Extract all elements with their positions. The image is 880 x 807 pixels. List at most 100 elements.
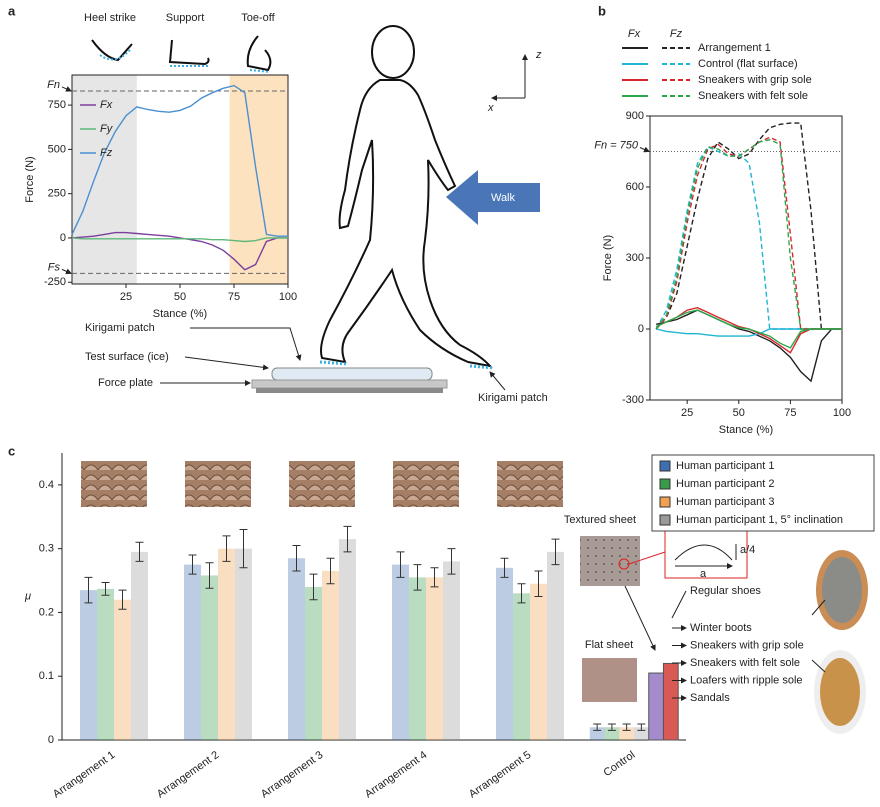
reference-arrow [61, 86, 72, 92]
bar [97, 588, 114, 740]
error-bar [205, 562, 214, 589]
series-line [655, 122, 842, 330]
series-line [655, 136, 842, 330]
y-tick-label: 750 [48, 99, 66, 111]
y-axis-label: μ [24, 590, 31, 602]
legend-label: Control (flat surface) [698, 58, 798, 70]
series-line [656, 309, 842, 383]
bar [218, 548, 235, 740]
panel-letter: b [598, 3, 606, 18]
y-tick-label: 900 [626, 110, 644, 122]
coord-axes [491, 54, 528, 101]
error-bar [309, 573, 318, 601]
y-tick-label: 0.2 [39, 606, 54, 618]
x-tick-label: 25 [120, 291, 132, 303]
reference-label: Fn [47, 79, 60, 91]
sample-photo [81, 461, 147, 507]
error-bar [517, 583, 526, 604]
x-tick-label: Arrangement 2 [155, 749, 221, 801]
legend-label: Human participant 3 [676, 496, 774, 508]
y-tick-label: -250 [44, 276, 66, 288]
diagram-label: Test surface (ice) [85, 351, 169, 363]
bar [496, 567, 513, 740]
sample-photo [289, 461, 355, 507]
error-bar [500, 557, 509, 578]
legend-header: Fx [628, 28, 641, 40]
error-bar [343, 525, 352, 553]
error-bar [413, 564, 422, 591]
error-bar [534, 570, 543, 597]
diagram-label: Force plate [98, 377, 153, 389]
x-axis-label: Stance (%) [153, 308, 207, 320]
inset-label: Flat sheet [585, 639, 633, 651]
error-bar [447, 548, 456, 575]
axis-letter: x [487, 102, 494, 114]
error-bar [607, 723, 616, 731]
error-bar [84, 576, 93, 604]
legend-label: Fx [100, 99, 113, 111]
x-tick-label: 100 [279, 291, 297, 303]
y-tick-label: 0 [60, 232, 66, 244]
error-bar [326, 557, 335, 585]
bar [426, 577, 443, 740]
inset-label: a/4 [740, 544, 755, 556]
annotation: Sandals [690, 692, 730, 704]
legend-swatch [659, 514, 671, 526]
annotation-leader [671, 590, 687, 619]
y-tick-label: 500 [48, 143, 66, 155]
y-tick-label: 250 [48, 188, 66, 200]
error-bar [222, 535, 231, 562]
panel-letter: c [8, 443, 15, 458]
error-bar [551, 538, 560, 566]
walker [251, 25, 495, 393]
foot-sketches [91, 35, 272, 73]
inset-label: Textured sheet [564, 514, 636, 526]
error-bar [292, 544, 301, 572]
diagram-label: Kirigami patch [85, 322, 155, 334]
annotation: Sneakers with grip sole [690, 639, 804, 651]
reference-arrow [639, 146, 650, 153]
bar [80, 590, 97, 740]
x-tick-label: 75 [228, 291, 240, 303]
error-bar [101, 581, 110, 596]
series-line [656, 328, 842, 337]
series-line [71, 231, 288, 271]
legend-swatch [659, 478, 671, 490]
shaded-span [72, 75, 137, 284]
x-tick-label: Control [601, 749, 637, 779]
y-tick-label: 0 [48, 734, 54, 746]
legend-swatch [659, 460, 671, 472]
series-line [71, 237, 288, 243]
reference-label: Fn = 750 [594, 139, 639, 151]
legend-box [651, 454, 875, 532]
bar [392, 564, 409, 740]
legend-swatch [659, 496, 671, 508]
sample-photo [497, 461, 563, 507]
walk-arrow [446, 170, 540, 225]
axis-letter: z [535, 49, 542, 61]
series-line [655, 138, 842, 330]
x-axis-label: Stance (%) [719, 424, 773, 436]
bar [322, 570, 339, 740]
y-tick-label: 300 [626, 252, 644, 264]
legend-label: Sneakers with grip sole [698, 74, 812, 86]
error-bar [622, 723, 631, 731]
error-bar [188, 554, 197, 575]
phase-label: Heel strike [84, 12, 136, 24]
series-line [71, 84, 288, 237]
error-bar [637, 723, 646, 731]
x-tick-label: Arrangement 4 [363, 749, 429, 801]
annotation: Sneakers with felt sole [690, 657, 800, 669]
y-tick-label: 600 [626, 181, 644, 193]
sample-photo [393, 461, 459, 507]
x-tick-label: 25 [681, 407, 693, 419]
x-tick-label: Arrangement 3 [259, 749, 325, 801]
label-leaders [160, 327, 506, 391]
bar [305, 586, 322, 740]
error-bar [430, 567, 439, 588]
bar [131, 551, 148, 740]
x-tick-label: 50 [733, 407, 745, 419]
bar [662, 662, 679, 741]
error-bar [239, 529, 248, 569]
reference-label: Fs [48, 261, 61, 273]
